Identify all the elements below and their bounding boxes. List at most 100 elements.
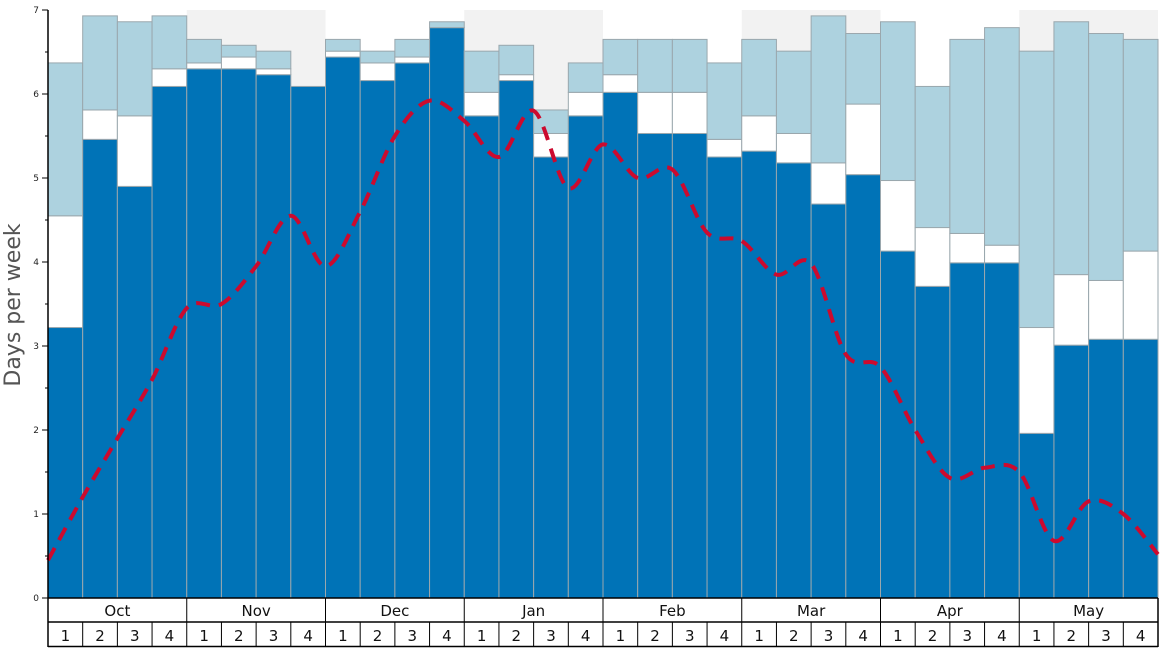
bar-segment-white-30 (1088, 279, 1124, 340)
week-label: 2 (512, 627, 522, 645)
bar-segment-light-29 (1053, 21, 1090, 276)
bar-segment-white-6 (255, 68, 292, 76)
week-label: 3 (269, 627, 279, 645)
stacked-bars (47, 15, 1159, 599)
bar-segment-light-27 (984, 27, 1020, 246)
bar-segment-dark-5 (220, 68, 257, 599)
bar-segment-dark-24 (880, 250, 916, 599)
bar-segment-light-16 (602, 38, 639, 76)
bar-segment-dark-14 (533, 156, 569, 599)
bar-segment-light-24 (880, 21, 916, 182)
week-label: 2 (928, 627, 938, 645)
y-tick-label: 3 (33, 342, 39, 352)
bar-segment-light-10 (394, 38, 431, 58)
bar-segment-light-21 (775, 50, 812, 134)
week-label: 1 (754, 627, 764, 645)
bar-segment-white-5 (220, 56, 257, 70)
bar-segment-dark-23 (845, 174, 881, 599)
bar-segment-light-22 (810, 15, 847, 164)
week-label: 1 (616, 627, 626, 645)
bar-segment-white-2 (116, 115, 153, 187)
week-label: 3 (962, 627, 972, 645)
week-label: 1 (477, 627, 487, 645)
bar-segment-white-1 (82, 109, 118, 140)
week-label: 3 (824, 627, 834, 645)
bar-segment-light-13 (498, 44, 535, 76)
bar-segment-light-0 (47, 62, 84, 217)
bar-segment-dark-22 (810, 203, 847, 599)
y-axis-label: Days per week (1, 223, 26, 386)
bar-segment-dark-6 (255, 74, 292, 599)
week-label: 4 (165, 627, 175, 645)
bar-segment-dark-21 (775, 162, 812, 599)
y-tick-label: 1 (33, 510, 39, 520)
bar-segment-white-4 (186, 62, 222, 70)
bar-segment-white-12 (463, 91, 500, 117)
bar-segment-light-11 (429, 21, 465, 29)
bar-segment-dark-7 (290, 85, 326, 599)
week-label: 1 (61, 627, 71, 645)
week-label: 3 (546, 627, 556, 645)
bar-segment-white-27 (984, 244, 1020, 264)
bar-segment-light-31 (1122, 38, 1159, 252)
bar-segment-dark-1 (82, 138, 118, 599)
y-tick-label: 6 (33, 90, 39, 100)
week-label: 4 (581, 627, 591, 645)
bar-segment-dark-0 (47, 327, 84, 599)
week-label: 3 (130, 627, 140, 645)
week-label: 2 (789, 627, 799, 645)
bar-segment-white-29 (1053, 274, 1090, 346)
bar-segment-light-3 (151, 15, 188, 70)
y-axis-ticks: 0 1 2 3 4 5 6 7 (33, 6, 48, 604)
bar-segment-dark-17 (637, 132, 673, 599)
bar-segment-white-15 (567, 91, 604, 117)
bar-segment-white-25 (914, 227, 951, 287)
week-label: 1 (338, 627, 348, 645)
bar-segment-light-23 (845, 33, 881, 105)
week-label: 4 (303, 627, 313, 645)
bar-segment-light-2 (116, 21, 153, 117)
bar-segment-light-8 (325, 38, 361, 52)
bar-segment-light-12 (463, 50, 500, 93)
bar-segment-dark-3 (151, 85, 188, 599)
month-label-oct: Oct (104, 602, 130, 620)
bar-segment-white-18 (671, 91, 708, 134)
bar-segment-light-4 (186, 38, 222, 64)
week-label: 4 (720, 627, 730, 645)
bar-segment-dark-31 (1122, 338, 1159, 599)
bar-segment-white-22 (810, 162, 847, 205)
week-label: 4 (1136, 627, 1146, 645)
bar-segment-dark-19 (706, 156, 743, 599)
y-tick-label: 2 (33, 426, 39, 436)
bar-segment-white-19 (706, 138, 743, 158)
bar-segment-white-9 (359, 62, 396, 82)
bar-segment-dark-13 (498, 80, 535, 599)
bar-segment-light-18 (671, 38, 708, 93)
week-label: 2 (95, 627, 105, 645)
bar-segment-dark-11 (429, 27, 465, 599)
week-label: 3 (1101, 627, 1111, 645)
week-label: 1 (1032, 627, 1042, 645)
bar-segment-dark-28 (1018, 432, 1055, 599)
bar-segment-dark-10 (394, 62, 431, 599)
bar-segment-light-9 (359, 50, 396, 64)
bar-segment-white-31 (1122, 250, 1159, 340)
trend-line-layer (46, 98, 1160, 562)
x-axis-labels: Oct 1 2 3 4 Nov 1 2 3 4 Dec 1 2 3 4 Jan 1 2 3 4 Feb 1 2 3 4 Mar 1 2… (61, 598, 1146, 647)
week-label: 3 (685, 627, 695, 645)
bar-segment-dark-9 (359, 80, 396, 599)
month-label-may: May (1073, 602, 1104, 620)
bar-segment-light-17 (637, 38, 673, 93)
bar-segment-dark-27 (984, 262, 1020, 599)
bar-segment-white-20 (741, 115, 777, 152)
month-label-feb: Feb (659, 602, 686, 620)
week-label: 2 (373, 627, 383, 645)
week-label: 2 (1067, 627, 1077, 645)
bar-segment-light-28 (1018, 50, 1055, 329)
bar-segment-light-19 (706, 62, 743, 140)
y-tick-label: 4 (33, 258, 39, 268)
bar-segment-dark-4 (186, 68, 222, 599)
bar-segment-light-6 (255, 50, 292, 70)
y-tick-label: 7 (33, 6, 39, 16)
week-label: 1 (199, 627, 209, 645)
